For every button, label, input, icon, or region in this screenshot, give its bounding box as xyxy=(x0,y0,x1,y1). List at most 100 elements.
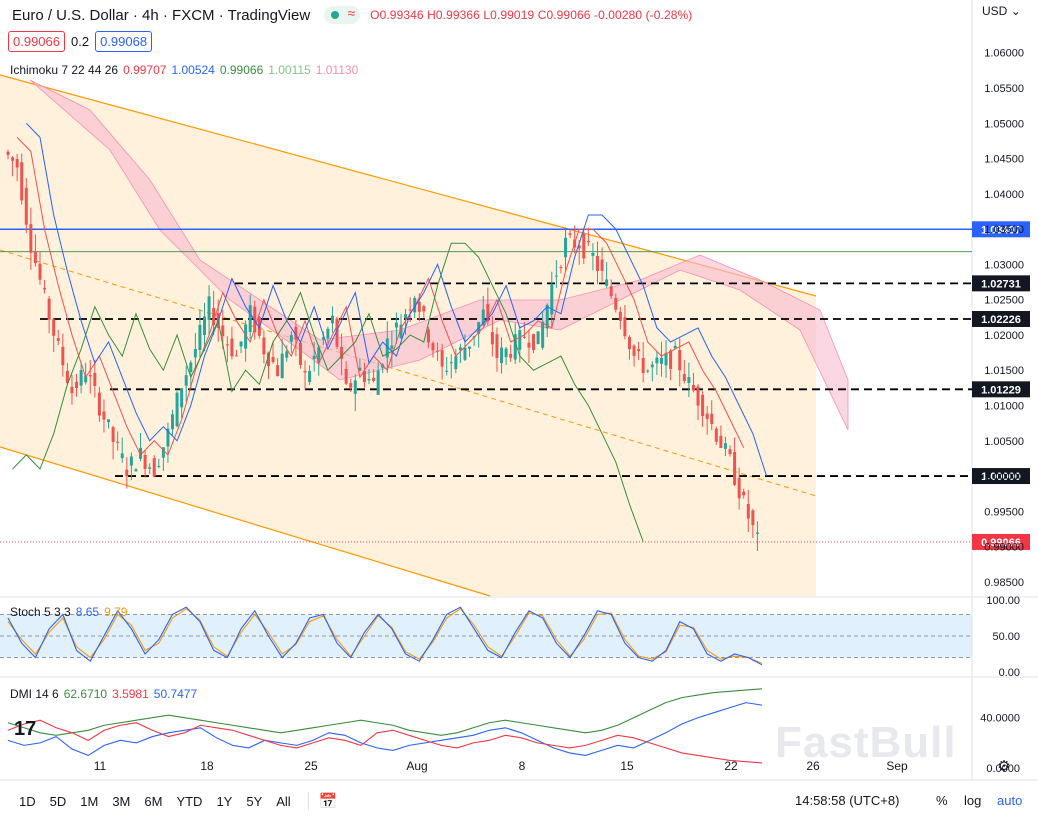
candle-body xyxy=(125,469,129,477)
candle-body xyxy=(614,297,618,310)
candle-body xyxy=(161,447,165,458)
candle-body xyxy=(56,338,60,341)
candle-body xyxy=(184,375,188,386)
candle-body xyxy=(723,443,727,449)
stoch-k-line xyxy=(7,606,763,666)
sell-price-button[interactable]: 0.99066 xyxy=(8,31,65,52)
candle-body xyxy=(198,325,202,350)
timeframe-5d[interactable]: 5D xyxy=(49,793,67,809)
x-tick-label: 26 xyxy=(806,759,820,773)
candle-body xyxy=(650,364,654,368)
change-value: -0.00280 (-0.28%) xyxy=(593,8,693,22)
ichimoku-base-line xyxy=(25,122,768,477)
y-tick-label: 1.01000 xyxy=(984,400,1024,412)
dmi-tick-label: 40.0000 xyxy=(980,713,1020,725)
date-range-icon[interactable]: 📅 xyxy=(318,793,338,810)
dmi-legend[interactable]: DMI 14 6 62.6710 3.5981 50.7477 xyxy=(10,687,197,701)
candle-body xyxy=(312,355,316,359)
candle-body xyxy=(276,365,280,377)
stoch-legend[interactable]: Stoch 5 3 3 8.65 9.79 xyxy=(10,605,127,619)
currency-label: USD xyxy=(982,4,1008,18)
y-tick-label: 1.00000 xyxy=(984,471,1024,483)
timeframe-3m[interactable]: 3M xyxy=(112,793,131,809)
stoch-tick-label: 0.00 xyxy=(999,667,1020,679)
candle-body xyxy=(436,350,440,352)
candle-body xyxy=(422,306,426,312)
candle-body xyxy=(326,328,330,339)
candle-body xyxy=(637,348,641,352)
candle-body xyxy=(308,370,312,383)
chart-header: Euro / U.S. Dollar · 4h · FXCM · Trading… xyxy=(0,0,692,30)
candle-body xyxy=(248,305,252,332)
candle-body xyxy=(303,370,307,373)
candle-body xyxy=(646,370,650,372)
candle-body xyxy=(417,301,421,312)
y-tick-label: 1.03000 xyxy=(984,259,1024,271)
last-price-tag: 0.99066 xyxy=(981,537,1021,549)
ichimoku-label: Ichimoku 7 22 44 26 xyxy=(10,63,119,77)
y-tick-label: 1.05500 xyxy=(984,83,1024,95)
tradingview-logo-icon[interactable]: 17 xyxy=(14,718,37,740)
candle-body xyxy=(212,307,216,326)
candle-body xyxy=(605,279,609,286)
candle-body xyxy=(564,237,568,258)
candle-body xyxy=(390,345,394,350)
timeframe-1d[interactable]: 1D xyxy=(19,793,36,809)
ichimoku-cloud xyxy=(29,79,849,431)
candle-body xyxy=(678,350,682,371)
candle-body xyxy=(24,187,28,225)
candle-body xyxy=(234,355,238,357)
candle-body xyxy=(193,349,197,358)
level-tag-0: 1.03497 xyxy=(981,224,1021,236)
x-tick-label: Sep xyxy=(886,759,908,773)
timeframe-6m[interactable]: 6M xyxy=(144,793,163,809)
dmi-plus-value: 50.7477 xyxy=(153,687,198,701)
timeframe-all[interactable]: All xyxy=(276,793,291,809)
timeframe-1y[interactable]: 1Y xyxy=(216,793,233,809)
candle-body xyxy=(43,287,47,290)
buy-price-button[interactable]: 0.99068 xyxy=(95,31,153,52)
candle-body xyxy=(664,352,668,366)
candle-body xyxy=(262,337,266,355)
level-tag-bg-3 xyxy=(972,381,1030,398)
log-scale-button[interactable]: log xyxy=(964,793,982,808)
stoch-k-value: 8.65 xyxy=(75,605,100,619)
candle-body xyxy=(728,449,732,455)
ichimoku-v1: 0.99707 xyxy=(123,63,167,77)
symbol-title[interactable]: Euro / U.S. Dollar · 4h · FXCM · Trading… xyxy=(12,6,311,24)
ichimoku-lagging-line xyxy=(12,242,644,542)
candle-body xyxy=(148,467,152,469)
candle-body xyxy=(527,342,531,348)
candle-body xyxy=(655,357,659,364)
timeframe-ytd[interactable]: YTD xyxy=(176,793,203,809)
y-tick-label: 1.00500 xyxy=(984,436,1024,448)
candle-body xyxy=(65,370,69,384)
timeframe-5y[interactable]: 5Y xyxy=(246,793,263,809)
y-tick-label: 1.02500 xyxy=(984,295,1024,307)
candle-body xyxy=(554,275,558,277)
chevron-down-icon: ⌄ xyxy=(1010,4,1021,18)
y-tick-label: 1.06000 xyxy=(984,48,1024,60)
percent-scale-button[interactable]: % xyxy=(936,793,948,808)
candle-body xyxy=(358,367,362,371)
level-tag-bg-4 xyxy=(972,468,1030,485)
clock[interactable]: 14:58:58 (UTC+8) xyxy=(795,793,900,808)
auto-scale-button[interactable]: auto xyxy=(997,793,1023,808)
candle-body xyxy=(289,335,293,342)
level-tag-2: 1.02226 xyxy=(981,314,1021,326)
level-tag-1: 1.02731 xyxy=(981,278,1021,290)
dmi-adx-line xyxy=(7,688,763,736)
candle-body xyxy=(116,441,120,443)
y-tick-label: 0.99500 xyxy=(984,506,1024,518)
candle-body xyxy=(180,388,184,408)
candle-body xyxy=(627,336,631,350)
candle-body xyxy=(394,322,398,328)
dmi-minus-line xyxy=(7,719,763,764)
currency-selector[interactable]: USD ⌄ xyxy=(982,4,1021,18)
ichimoku-legend[interactable]: Ichimoku 7 22 44 26 0.99707 1.00524 0.99… xyxy=(10,63,358,77)
dmi-plus-line xyxy=(7,702,763,757)
candle-body xyxy=(349,383,353,388)
timeframe-1m[interactable]: 1M xyxy=(80,793,99,809)
ichimoku-conversion-line xyxy=(16,137,745,456)
